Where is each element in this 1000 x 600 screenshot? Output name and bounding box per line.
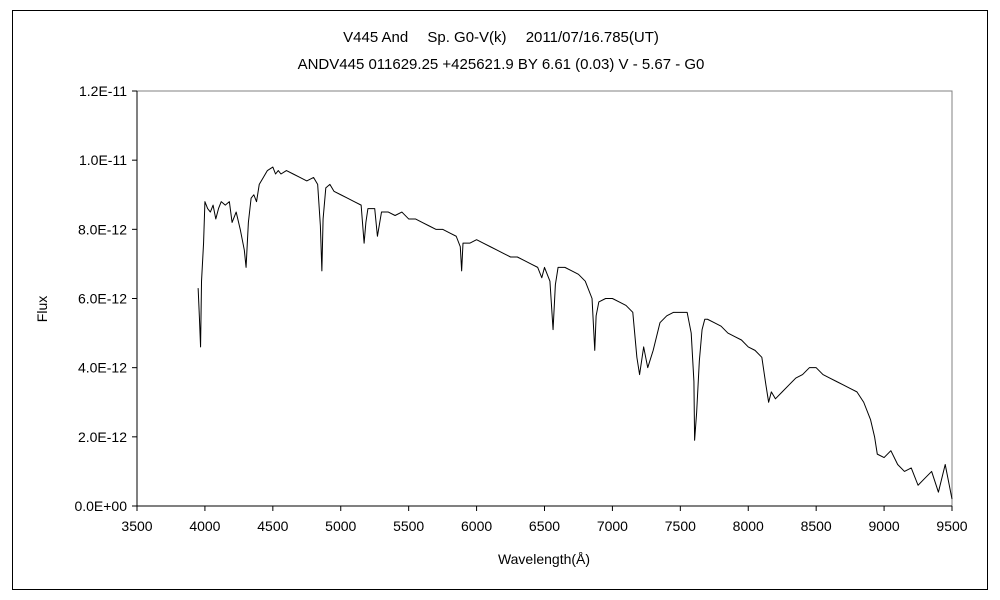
chart-frame: V445 And Sp. G0-V(k) 2011/07/16.785(UT) … — [12, 10, 988, 590]
x-tick-label: 6500 — [529, 518, 560, 534]
chart-title: V445 And Sp. G0-V(k) 2011/07/16.785(UT) — [343, 29, 659, 46]
spectrum-chart: V445 And Sp. G0-V(k) 2011/07/16.785(UT) … — [34, 29, 968, 567]
x-tick-label: 5500 — [393, 518, 424, 534]
x-tick-label: 9000 — [869, 518, 900, 534]
x-axis-ticks: 3500 4000 4500 5000 5500 6000 6500 7000 7500 8000… — [121, 506, 968, 534]
x-tick-label: 4500 — [257, 518, 288, 534]
y-axis-title: Flux — [34, 296, 50, 322]
x-tick-label: 5000 — [325, 518, 356, 534]
x-tick-label: 7500 — [665, 518, 696, 534]
y-tick-label: 8.0E-12 — [78, 221, 127, 237]
x-tick-label: 8500 — [801, 518, 832, 534]
y-tick-label: 6.0E-12 — [78, 291, 127, 307]
y-tick-label: 1.2E-11 — [79, 83, 127, 99]
y-tick-label: 4.0E-12 — [78, 360, 127, 376]
series-line-flux — [197, 166, 953, 500]
chart-subtitle: ANDV445 011629.25 +425621.9 BY 6.61 (0.0… — [298, 56, 705, 73]
x-tick-label: 8000 — [733, 518, 764, 534]
y-axis-ticks: 0.0E+00 2.0E-12 4.0E-12 6.0E-12 8.0E-12 1.0E-… — [74, 83, 137, 514]
x-tick-label: 6000 — [461, 518, 492, 534]
x-tick-label: 4000 — [189, 518, 220, 534]
y-tick-label: 1.0E-11 — [79, 152, 127, 168]
plot-area — [136, 90, 953, 507]
x-axis-title: Wavelength(Å) — [498, 551, 590, 567]
x-tick-label: 7000 — [597, 518, 628, 534]
x-tick-label: 3500 — [121, 518, 152, 534]
y-tick-label: 0.0E+00 — [74, 498, 127, 514]
y-tick-label: 2.0E-12 — [78, 429, 127, 445]
x-tick-label: 9500 — [936, 518, 967, 534]
